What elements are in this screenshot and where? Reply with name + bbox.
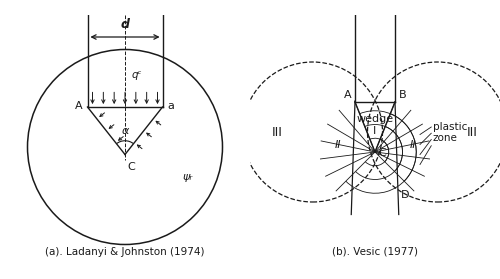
Text: III: III	[272, 126, 283, 138]
Text: qᶜ: qᶜ	[131, 69, 142, 80]
Text: C: C	[378, 148, 386, 158]
Text: B: B	[399, 90, 406, 100]
Text: A: A	[344, 90, 351, 100]
Text: plastic: plastic	[432, 122, 467, 132]
Text: d: d	[120, 18, 130, 31]
Text: C: C	[128, 162, 135, 172]
Text: (b). Vesic (1977): (b). Vesic (1977)	[332, 247, 418, 257]
Text: D: D	[401, 189, 410, 199]
Text: I: I	[374, 126, 376, 136]
Text: III: III	[467, 126, 478, 138]
Text: wedge: wedge	[356, 114, 394, 124]
Text: zone: zone	[432, 133, 458, 143]
Text: α: α	[122, 126, 128, 136]
Text: a: a	[168, 101, 174, 111]
Text: A: A	[75, 101, 82, 111]
Text: II: II	[334, 140, 341, 150]
Text: (a). Ladanyi & Johnston (1974): (a). Ladanyi & Johnston (1974)	[45, 247, 205, 257]
Text: II: II	[409, 140, 416, 150]
Text: ψᵣ: ψᵣ	[182, 172, 193, 182]
